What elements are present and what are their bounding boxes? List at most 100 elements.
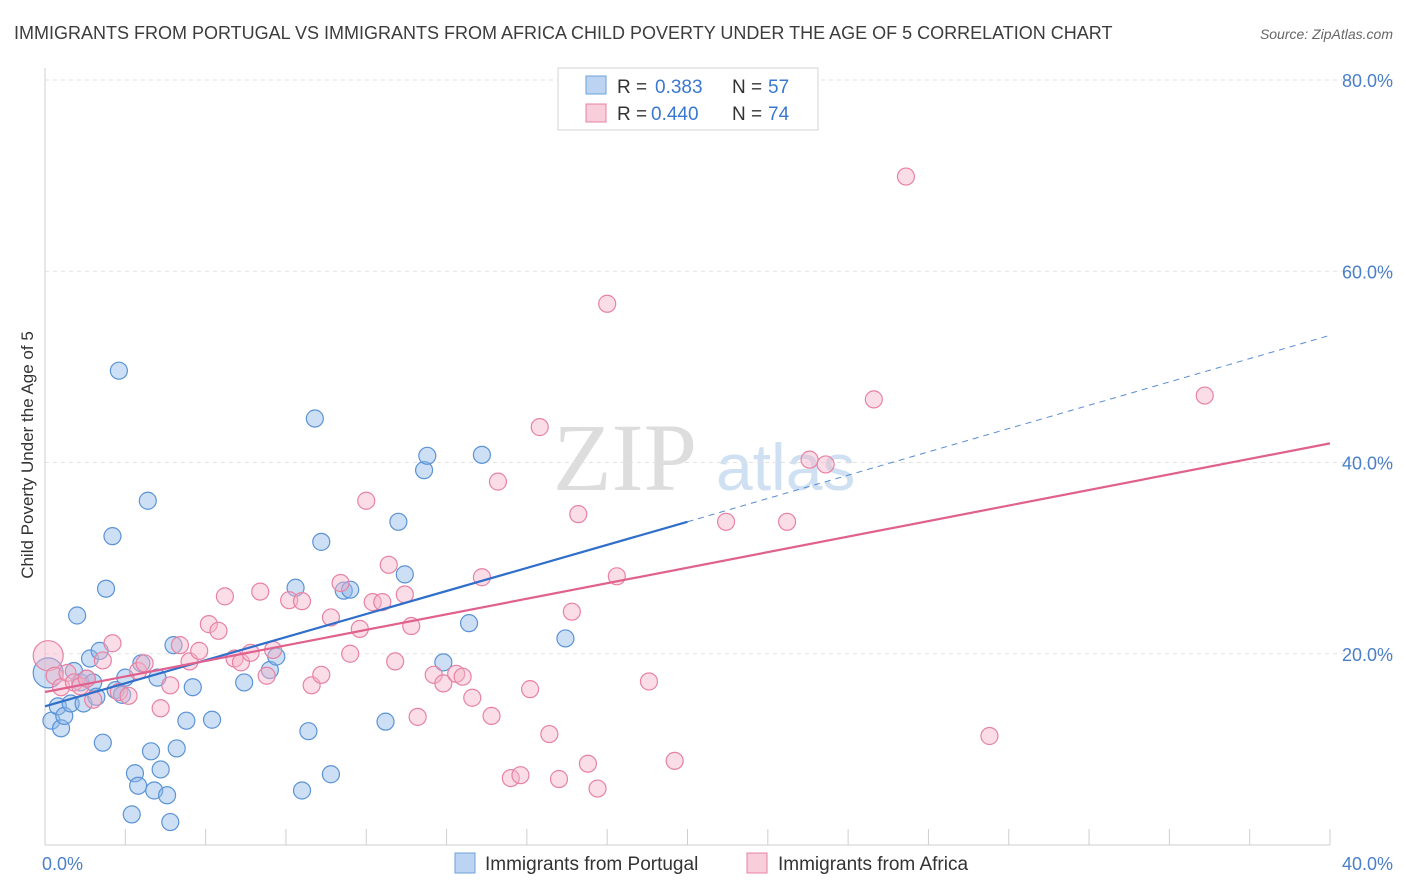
point-portugal [109,361,128,380]
trend-line-portugal [44,520,688,708]
point-africa [341,644,360,663]
trend-lines [44,334,1331,708]
point-portugal [138,491,157,510]
point-africa [980,726,999,746]
watermark-zip: ZIP [553,404,697,511]
point-africa [463,688,482,707]
point-africa [588,779,607,798]
trend-line-africa [44,442,1331,694]
point-africa [109,682,128,702]
point-portugal [103,527,122,546]
point-africa [800,450,819,469]
point-africa [251,582,270,601]
point-portugal [167,739,186,758]
legend-n-value-portugal: 57 [768,77,789,98]
point-africa [530,418,549,437]
point-africa [209,621,228,640]
series-portugal-points [32,361,575,832]
point-portugal [292,781,312,800]
point-africa [896,167,916,186]
chart-title: IMMIGRANTS FROM PORTUGAL VS IMMIGRANTS F… [14,23,1112,43]
point-africa [321,608,341,627]
point-africa [578,754,598,773]
legend-swatch-portugal [585,75,607,95]
x-tick-label: 40.0% [1342,854,1393,874]
point-africa [386,652,405,671]
legend-n-label-portugal: N = [732,77,762,98]
y-tick-label: 40.0% [1342,454,1393,474]
series-africa-points [32,167,1214,798]
point-africa [549,769,569,789]
point-portugal [556,629,575,648]
point-africa [569,505,588,524]
point-africa [215,587,234,606]
point-africa [161,676,180,695]
point-africa [488,472,508,491]
point-africa [170,636,190,655]
point-portugal [96,579,116,598]
point-portugal [177,711,196,730]
point-africa [562,602,581,621]
x-tick-label: 0.0% [42,854,83,874]
legend-n-label-africa: N = [732,104,762,125]
point-africa [520,680,540,699]
point-portugal [235,673,254,692]
watermark: ZIP atlas [553,404,855,511]
point-africa [511,766,530,785]
point-portugal [395,565,414,584]
point-africa [379,555,398,574]
point-africa [280,591,299,610]
point-africa [357,491,376,510]
point-portugal [141,742,161,761]
y-axis-label: Child Poverty Under the Age of 5 [18,331,37,579]
point-portugal [389,512,408,531]
point-africa [373,593,392,612]
legend-swatch-africa [585,103,607,123]
point-portugal [93,733,112,752]
bottom-legend-swatch-africa [746,852,768,874]
point-portugal [151,760,170,779]
grid [45,79,1393,655]
point-portugal [376,712,395,731]
point-portugal [341,580,360,599]
point-africa [58,663,77,682]
legend-r-value-africa: 0.440 [651,104,699,125]
point-africa [93,651,112,670]
legend-r-label-portugal: R = [617,77,647,98]
legend-r-label-africa: R = [617,104,647,125]
bottom-legend-swatch-portugal [454,852,476,874]
point-portugal [122,805,141,824]
point-africa [257,666,276,685]
point-africa [1195,386,1214,405]
point-africa [434,674,453,693]
point-africa [540,724,559,744]
point-portugal [472,445,491,464]
point-africa [639,672,659,691]
y-tick-label: 20.0% [1342,645,1393,665]
point-africa [331,573,350,593]
point-africa [864,390,883,409]
point-africa [453,667,472,686]
watermark-atlas: atlas [716,430,855,504]
point-africa [408,707,427,726]
point-portugal [183,678,202,697]
point-africa [777,512,797,531]
legend-n-value-africa: 74 [768,104,790,125]
point-portugal [414,461,434,480]
point-africa [716,512,736,531]
legend-box: R = 0.383 N = 57 R = 0.440 N = 74 [557,67,819,131]
point-portugal [164,636,183,655]
point-portugal [321,765,341,784]
chart-source: Source: ZipAtlas.com [1260,26,1393,42]
y-tick-labels: 20.0% 40.0% 60.0% 80.0% [1342,71,1393,665]
point-portugal [299,722,318,741]
bottom-legend-label-portugal: Immigrants from Portugal [485,854,698,875]
point-africa [199,615,218,634]
point-africa [32,640,64,672]
point-portugal [202,710,222,729]
bottom-legend: Immigrants from Portugal Immigrants from… [454,852,968,875]
point-portugal [418,446,437,465]
x-tick-marks [44,829,1331,845]
point-portugal [305,409,324,428]
point-portugal [434,653,453,672]
